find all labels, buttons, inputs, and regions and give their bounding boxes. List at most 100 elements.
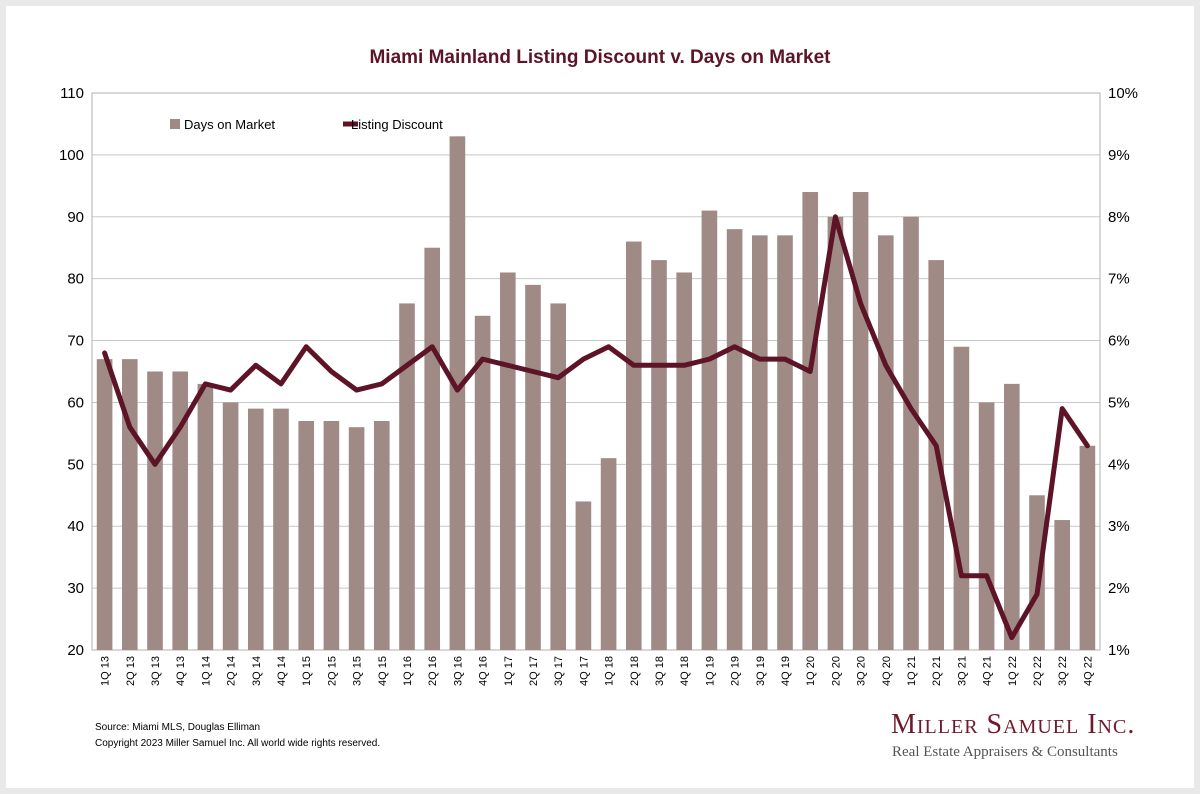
x-tick-label: 3Q 18 xyxy=(654,656,666,686)
point-listing-discount xyxy=(908,406,914,411)
left-tick-label: 60 xyxy=(67,394,84,411)
point-listing-discount xyxy=(178,425,183,430)
x-tick-label: 4Q 22 xyxy=(1082,656,1094,686)
x-tick-label: 3Q 17 xyxy=(553,656,565,686)
plot-frame xyxy=(91,92,1101,651)
left-tick-label: 100 xyxy=(59,147,84,164)
point-listing-discount xyxy=(253,363,258,368)
point-listing-discount xyxy=(581,356,586,362)
point-listing-discount xyxy=(707,356,712,362)
bar-days-on-market xyxy=(373,421,390,650)
bar-days-on-market xyxy=(499,272,516,650)
point-listing-discount xyxy=(984,573,989,578)
bar-days-on-market xyxy=(298,421,315,650)
x-tick-label: 1Q 22 xyxy=(1007,656,1019,686)
x-tick-label: 4Q 13 xyxy=(175,656,187,686)
legend-label-listing-discount: Listing Discount xyxy=(351,117,443,132)
x-tick-label: 2Q 16 xyxy=(427,656,439,686)
bar-days-on-market xyxy=(348,427,365,650)
x-tick-label: 2Q 14 xyxy=(226,656,238,686)
bar-days-on-market xyxy=(222,402,239,650)
point-listing-discount xyxy=(606,344,611,349)
bar-days-on-market xyxy=(96,359,113,650)
left-axis-ticks: 20 30 40 50 60 70 80 90 100 110 xyxy=(59,85,84,659)
bar-days-on-market xyxy=(449,136,466,651)
x-tick-label: 2Q 18 xyxy=(629,656,641,686)
bar-days-on-market xyxy=(273,408,289,650)
right-tick-label: 5% xyxy=(1108,394,1130,411)
bar-days-on-market xyxy=(953,346,970,650)
point-listing-discount xyxy=(782,356,788,362)
bar-days-on-market xyxy=(525,284,541,650)
left-tick-label: 40 xyxy=(67,518,84,535)
point-listing-discount xyxy=(732,344,737,349)
right-tick-label: 4% xyxy=(1108,456,1130,473)
x-tick-label: 3Q 15 xyxy=(352,656,364,686)
bar-days-on-market xyxy=(676,272,693,650)
x-tick-label: 2Q 15 xyxy=(326,656,338,686)
point-listing-discount xyxy=(505,363,510,368)
bar-days-on-market xyxy=(1003,383,1020,650)
x-axis-ticks: 1Q 13 2Q 13 3Q 13 4Q 13 1Q 14 2Q 14 3Q 14 4Q 14… xyxy=(100,656,1095,686)
combo-chart: Miami Mainland Listing Discount v. Days … xyxy=(59,47,1138,686)
x-tick-label: 3Q 20 xyxy=(856,656,868,686)
x-tick-label: 2Q 13 xyxy=(125,656,137,686)
point-listing-discount xyxy=(1009,635,1014,640)
x-tick-label: 4Q 14 xyxy=(276,656,288,686)
bar-days-on-market xyxy=(726,229,743,650)
right-tick-label: 10% xyxy=(1108,85,1138,102)
point-listing-discount xyxy=(656,363,662,368)
left-tick-label: 20 xyxy=(67,642,84,659)
bar-days-on-market xyxy=(474,315,491,650)
point-listing-discount xyxy=(959,573,964,578)
point-listing-discount xyxy=(682,363,687,368)
right-axis-ticks: 1% 2% 3% 4% 5% 6% 7% 8% 9% 10% xyxy=(1108,85,1138,659)
bar-series-days-on-market xyxy=(96,136,1096,651)
point-listing-discount xyxy=(228,387,233,393)
bar-days-on-market xyxy=(903,216,919,650)
point-listing-discount xyxy=(1060,406,1065,411)
x-tick-label: 4Q 16 xyxy=(478,656,490,686)
right-tick-label: 2% xyxy=(1108,580,1130,597)
point-listing-discount xyxy=(278,381,284,387)
legend: Days on Market Listing Discount xyxy=(170,117,443,132)
point-listing-discount xyxy=(530,369,536,374)
x-tick-label: 2Q 17 xyxy=(528,656,540,686)
point-listing-discount xyxy=(858,301,863,306)
bar-days-on-market xyxy=(172,371,189,650)
x-tick-label: 4Q 21 xyxy=(982,656,994,686)
point-listing-discount xyxy=(480,356,485,362)
point-listing-discount xyxy=(430,344,435,349)
point-listing-discount xyxy=(127,425,132,430)
x-tick-label: 3Q 16 xyxy=(452,656,464,686)
bar-days-on-market xyxy=(323,421,340,650)
copyright-note: Copyright 2023 Miller Samuel Inc. All wo… xyxy=(95,738,381,749)
point-listing-discount xyxy=(379,381,384,387)
right-tick-label: 9% xyxy=(1108,147,1130,164)
bar-days-on-market xyxy=(1054,520,1071,650)
bar-days-on-market xyxy=(1029,495,1045,650)
x-tick-label: 1Q 16 xyxy=(402,656,414,686)
right-tick-label: 3% xyxy=(1108,518,1130,535)
x-tick-label: 2Q 20 xyxy=(830,656,842,686)
point-listing-discount xyxy=(833,214,838,219)
bar-days-on-market xyxy=(399,303,415,650)
x-tick-label: 3Q 21 xyxy=(956,656,968,686)
x-tick-label: 2Q 22 xyxy=(1032,656,1044,686)
legend-label-days-on-market: Days on Market xyxy=(184,117,275,132)
left-tick-label: 110 xyxy=(60,85,84,102)
point-listing-discount xyxy=(808,369,813,374)
x-tick-label: 4Q 19 xyxy=(780,656,792,686)
bar-days-on-market xyxy=(701,210,718,651)
point-listing-discount xyxy=(556,375,561,380)
point-listing-discount xyxy=(152,462,158,467)
line-listing-discount xyxy=(102,214,1090,641)
x-tick-label: 1Q 19 xyxy=(704,656,716,686)
left-tick-label: 30 xyxy=(67,580,84,597)
right-tick-label: 7% xyxy=(1108,271,1130,288)
brand-tagline: Real Estate Appraisers & Consultants xyxy=(892,744,1118,760)
bar-days-on-market xyxy=(147,371,163,650)
x-tick-label: 1Q 14 xyxy=(200,656,212,686)
x-tick-label: 4Q 20 xyxy=(881,656,893,686)
x-tick-label: 1Q 20 xyxy=(805,656,817,686)
